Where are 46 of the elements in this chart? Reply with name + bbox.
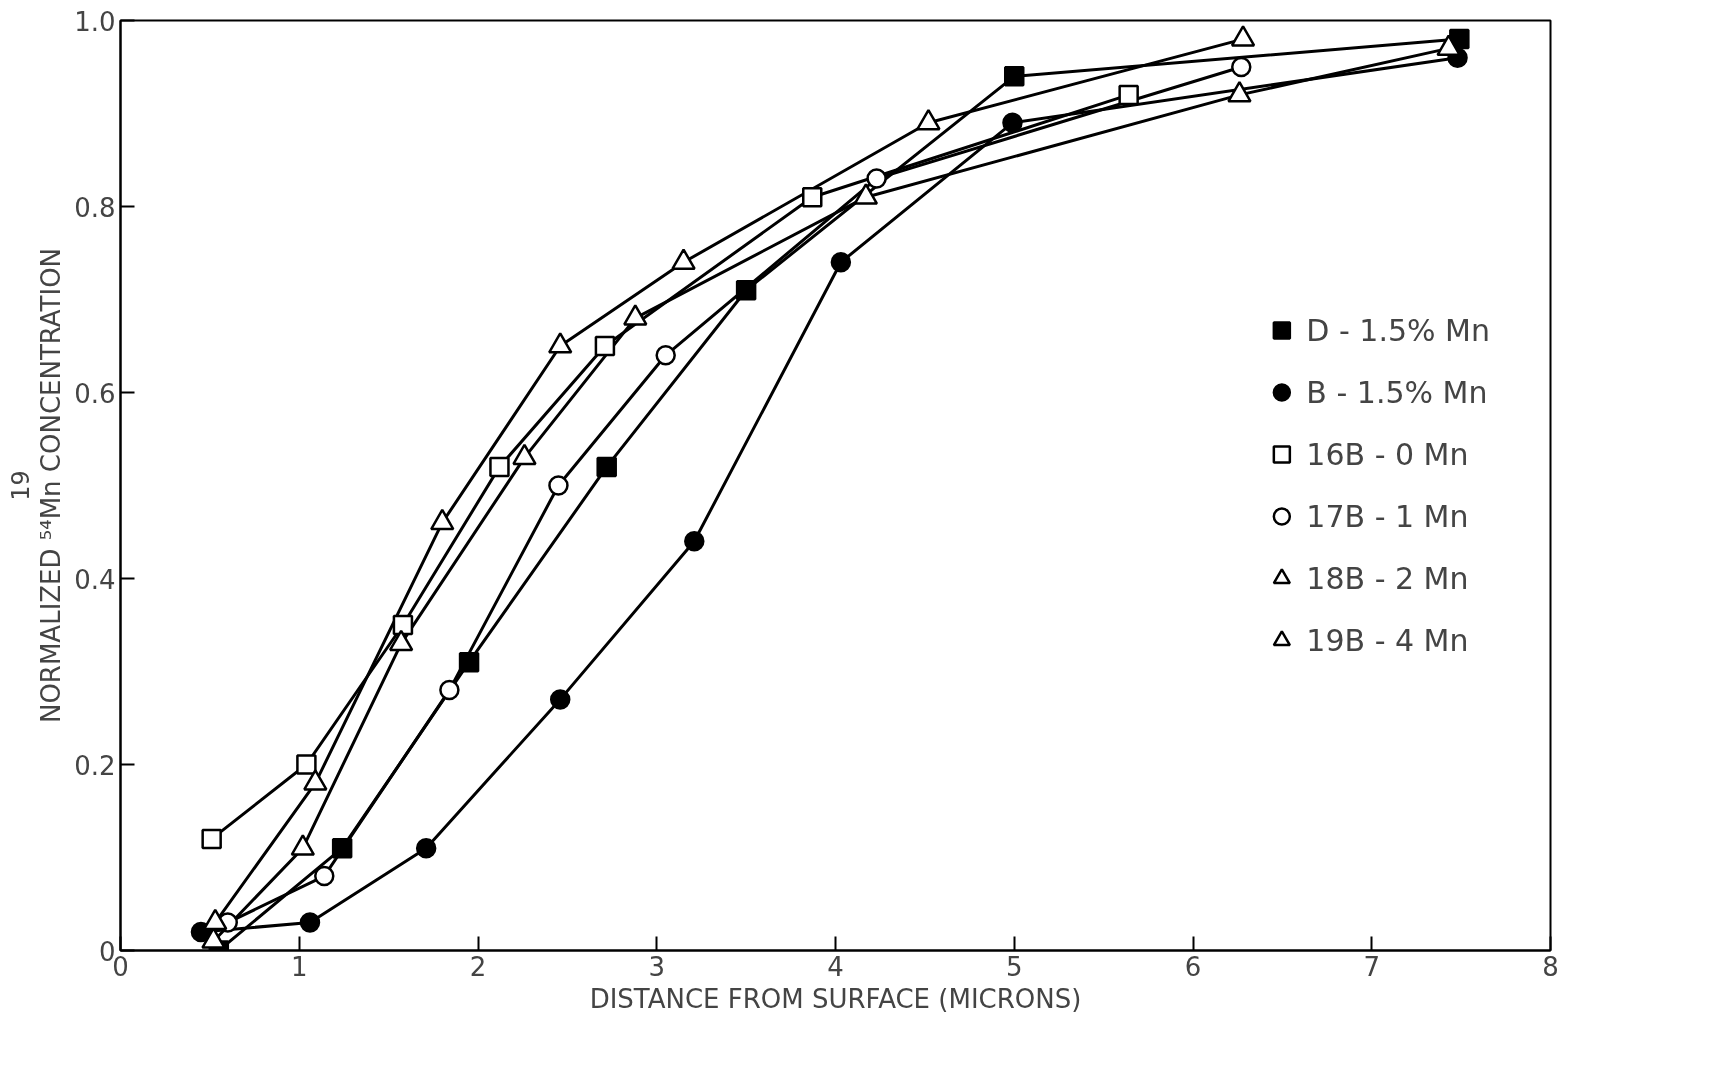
x-tick-label: 3 — [648, 951, 666, 982]
point — [735, 279, 757, 301]
point — [489, 456, 510, 478]
point — [548, 475, 569, 496]
x-tick-label: 8 — [1542, 951, 1559, 982]
x-tick-label: 4 — [827, 951, 844, 982]
y-tick-label: 0.6 — [74, 378, 116, 409]
x-tick-label: 7 — [1363, 951, 1381, 982]
legend-label: 18B - 2 Mn — [1306, 560, 1469, 596]
point — [439, 679, 460, 701]
legend-label: D - 1.5% Mn — [1306, 312, 1490, 348]
point — [415, 837, 437, 859]
point — [1004, 66, 1025, 87]
y-axis-title: NORMALIZED ⁵⁴Mn CONCENTRATION — [36, 247, 67, 724]
legend-label: B - 1.5% Mn — [1306, 374, 1488, 410]
x-tick-label: 5 — [1005, 951, 1023, 982]
legend-label: 17B - 1 Mn — [1306, 498, 1469, 534]
point — [596, 456, 617, 478]
point — [684, 531, 705, 552]
point — [296, 754, 317, 775]
x-tick-label: 2 — [469, 951, 487, 982]
point — [1002, 112, 1023, 134]
x-tick-label: 6 — [1184, 951, 1202, 982]
point — [866, 168, 887, 189]
point — [830, 252, 852, 273]
legend-label: 19B - 4 Mn — [1306, 622, 1469, 658]
text: 19 — [6, 470, 35, 501]
point — [458, 651, 480, 673]
point — [655, 345, 676, 366]
point — [392, 614, 414, 636]
point — [314, 865, 335, 887]
legend-label: 16B - 0 Mn — [1306, 436, 1469, 472]
point — [549, 689, 571, 710]
y-tick-label: 0.8 — [74, 192, 116, 223]
point — [594, 335, 616, 357]
point — [1231, 56, 1252, 78]
point — [331, 837, 353, 859]
point — [299, 912, 321, 933]
y-tick-label: 0.2 — [74, 750, 116, 781]
x-tick-label: 1 — [290, 951, 308, 982]
point — [1118, 84, 1139, 106]
point — [201, 828, 222, 850]
x-axis-title: DISTANCE FROM SURFACE (MICRONS) — [589, 983, 1082, 1014]
y-tick-label: 1.0 — [74, 6, 116, 37]
y-tick-label: 0.4 — [74, 564, 116, 595]
point — [802, 186, 823, 208]
